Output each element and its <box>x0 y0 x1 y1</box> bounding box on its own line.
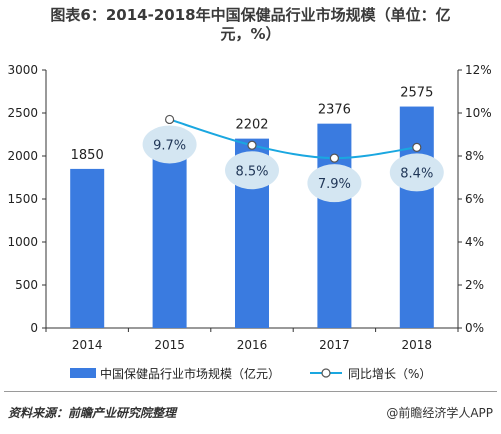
growth-marker <box>412 142 422 152</box>
chart-title: 图表6：2014-2018年中国保健品行业市场规模（单位：亿 元，%） <box>0 6 501 44</box>
bar <box>152 153 187 328</box>
x-tick-label: 2016 <box>237 338 268 352</box>
legend-swatch-bar <box>70 368 96 378</box>
y-tick-label-left: 3000 <box>7 63 38 77</box>
y-tick-label-right: 4% <box>465 235 484 249</box>
x-tick-label: 2018 <box>402 338 433 352</box>
legend-label-line: 同比增长（%） <box>348 367 431 381</box>
y-tick-label-right: 10% <box>465 106 492 120</box>
bar-value-label: 2575 <box>400 86 433 101</box>
growth-value-label: 8.5% <box>235 164 268 179</box>
x-tick-label: 2014 <box>72 338 103 352</box>
legend-swatch-marker <box>321 368 331 378</box>
chart-title-line1: 图表6：2014-2018年中国保健品行业市场规模（单位：亿 <box>50 6 451 24</box>
y-tick-label-left: 1500 <box>7 192 38 206</box>
growth-label-bubble <box>142 125 197 164</box>
bar-value-label: 2376 <box>318 103 351 118</box>
growth-marker <box>329 153 339 163</box>
y-tick-label-right: 12% <box>465 63 492 77</box>
y-tick-label-right: 2% <box>465 278 484 292</box>
y-tick-label-left: 500 <box>15 278 38 292</box>
y-tick-label-right: 8% <box>465 149 484 163</box>
growth-marker <box>165 114 175 125</box>
y-tick-label-right: 0% <box>465 321 484 335</box>
growth-value-label: 9.7% <box>153 138 186 153</box>
footer-divider <box>4 391 497 392</box>
bar-value-label: 1850 <box>71 148 104 163</box>
growth-marker <box>247 140 257 150</box>
growth-label-bubble <box>307 164 362 203</box>
growth-label-bubble <box>225 151 279 190</box>
growth-label-bubble <box>389 153 444 192</box>
growth-line <box>169 118 417 160</box>
y-tick-label-left: 2500 <box>7 106 38 120</box>
y-tick-label-left: 1000 <box>7 235 38 249</box>
y-tick-label-left: 2000 <box>7 149 38 163</box>
legend-label-bar: 中国保健品行业市场规模（亿元） <box>100 366 280 381</box>
bar <box>399 106 434 328</box>
x-tick-label: 2015 <box>154 338 185 352</box>
bar <box>70 168 105 328</box>
source-note: 资料来源：前瞻产业研究院整理 <box>8 406 177 420</box>
y-tick-label-right: 6% <box>465 192 484 206</box>
x-tick-label: 2017 <box>319 338 350 352</box>
brand-credit: @前瞻经济学人APP <box>386 406 493 420</box>
growth-value-label: 7.9% <box>318 177 351 192</box>
y-tick-label-left: 0 <box>30 321 38 335</box>
chart-title-line2: 元，%） <box>220 25 281 43</box>
growth-value-label: 8.4% <box>400 166 433 181</box>
bar-value-label: 2202 <box>235 118 268 133</box>
